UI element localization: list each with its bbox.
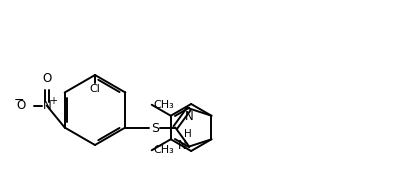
Text: −: − — [14, 94, 24, 107]
Text: N: N — [43, 99, 52, 112]
Text: O: O — [16, 99, 26, 112]
Text: Cl: Cl — [89, 84, 101, 94]
Text: CH₃: CH₃ — [154, 145, 174, 155]
Text: S: S — [151, 122, 159, 135]
Text: N: N — [178, 139, 186, 152]
Text: +: + — [49, 96, 57, 105]
Text: N: N — [185, 110, 194, 124]
Text: O: O — [42, 73, 51, 86]
Text: CH₃: CH₃ — [154, 100, 174, 110]
Text: H: H — [184, 128, 192, 139]
